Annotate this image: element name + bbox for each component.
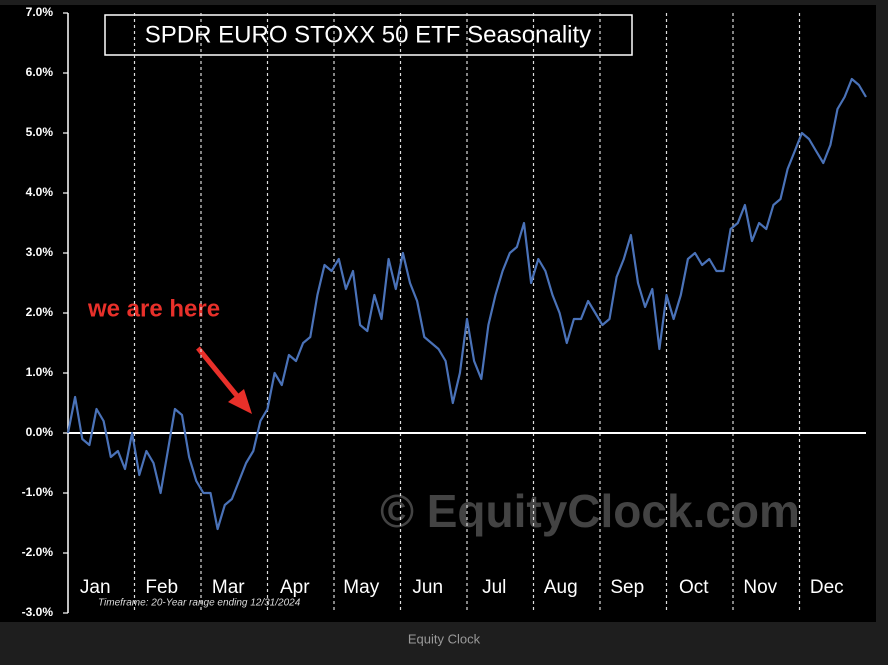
annotation-arrow [196,346,240,399]
annotation-arrowhead [228,389,252,414]
x-tick-label: Jun [412,577,443,598]
y-tick-label: 5.0% [26,125,54,139]
y-tick-label: -2.0% [22,545,54,559]
plot-layer: Jan Feb Mar Apr May Jun Jul Aug Sep Oct Nov Dec 7.0%… [22,5,867,619]
series-line [66,77,867,531]
footnote: Timeframe: 20-Year range ending 12/31/20… [98,598,301,609]
y-tick-label: 1.0% [26,365,54,379]
x-tick-label: Dec [810,577,844,598]
y-tick-label: 6.0% [26,65,54,79]
x-tick-label: Jan [80,577,111,598]
y-tick-label: -3.0% [22,605,54,619]
caption: Equity Clock [408,631,481,646]
x-tick-label: Feb [145,577,178,598]
x-tick-label: Apr [280,577,310,598]
annotation: we are here [87,295,220,322]
y-tick-label: 2.0% [26,305,54,319]
title-box [104,14,633,56]
watermark: © EquityClock.com [380,485,800,537]
x-tick-label: Jul [482,577,506,598]
x-tick-label: Aug [544,577,578,598]
x-tick-label: Oct [679,577,709,598]
y-tick-label: 0.0% [26,425,54,439]
plot-background [0,5,876,622]
y-tick-label: -1.0% [22,485,54,499]
x-tick-label: Mar [212,577,245,598]
x-tick-label: May [343,577,379,598]
x-tick-label: Nov [743,577,777,598]
x-tick-label: Sep [610,577,644,598]
y-tick-label: 3.0% [26,245,54,259]
y-tick-label: 7.0% [26,5,54,19]
chart-title: SPDR EURO STOXX 50 ETF Seasonality [145,21,591,48]
y-tick-label: 4.0% [26,185,54,199]
